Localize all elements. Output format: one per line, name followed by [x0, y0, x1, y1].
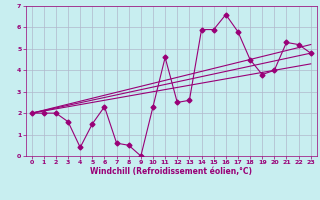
X-axis label: Windchill (Refroidissement éolien,°C): Windchill (Refroidissement éolien,°C): [90, 167, 252, 176]
